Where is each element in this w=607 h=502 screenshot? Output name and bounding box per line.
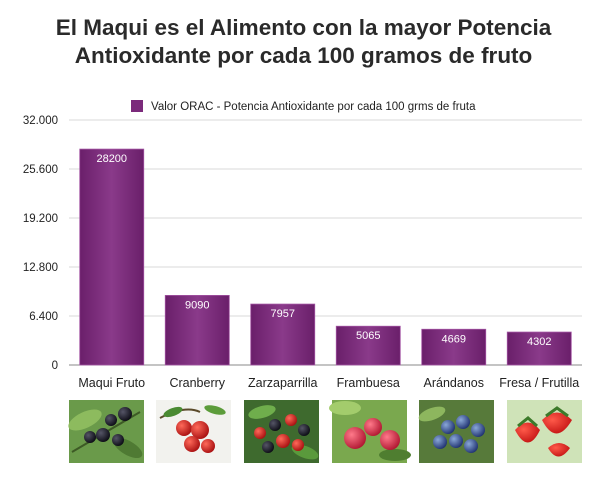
blueberries-image: [418, 400, 494, 463]
y-tick-label: 25.600: [23, 164, 58, 176]
gridlines: [69, 119, 582, 366]
legend-swatch: [131, 100, 143, 112]
chart-title-line-1: El Maqui es el Alimento con la mayor Pot…: [55, 15, 552, 40]
bar-value-label: 9090: [185, 299, 209, 311]
bars: 28200 9090 7957 5065 4669 4302: [79, 148, 572, 366]
y-tick-label: 6.400: [29, 311, 58, 323]
bar-chart: 0 6.400 12.800 19.200 25.600 32.000 28200 9090…: [23, 100, 582, 390]
maqui-berries-image: [68, 400, 144, 463]
x-category-label: Maqui Fruto: [78, 376, 145, 390]
chart-title-line-2: Antioxidante por cada 100 gramos de frut…: [74, 43, 533, 68]
legend: Valor ORAC - Potencia Antioxidante por c…: [131, 100, 476, 113]
y-tick-label: 32.000: [23, 115, 58, 127]
x-category-label: Fresa / Frutilla: [499, 376, 579, 390]
bar: [506, 331, 572, 366]
x-category-label: Frambuesa: [337, 376, 400, 390]
y-tick-label: 12.800: [23, 262, 58, 274]
bar-value-label: 5065: [356, 330, 380, 342]
x-category-label: Cranberry: [169, 376, 225, 390]
legend-label: Valor ORAC - Potencia Antioxidante por c…: [151, 101, 476, 113]
x-category-label: Arándanos: [424, 376, 484, 390]
y-axis: 0 6.400 12.800 19.200 25.600 32.000: [23, 115, 58, 372]
bar: [421, 328, 487, 366]
bar: [335, 325, 401, 366]
bar: [79, 148, 145, 366]
y-tick-label: 0: [52, 360, 58, 372]
x-axis: Maqui Fruto Cranberry Zarzaparrilla Frambue…: [78, 376, 579, 390]
cranberries-image: [156, 400, 231, 463]
raspberries-image: [329, 400, 411, 463]
zarzaparrilla-berries-image: [244, 400, 319, 463]
chart-title: El Maqui es el Alimento con la mayor Pot…: [0, 14, 607, 70]
x-category-label: Zarzaparrilla: [248, 376, 318, 390]
bar-value-label: 28200: [96, 153, 127, 165]
strawberries-image: [507, 400, 582, 463]
y-tick-label: 19.200: [23, 213, 58, 225]
bar-value-label: 4302: [527, 336, 551, 348]
bar: [250, 303, 316, 366]
bar-value-label: 7957: [271, 308, 295, 320]
bar: [164, 295, 230, 366]
bar-value-label: 4669: [442, 333, 466, 345]
